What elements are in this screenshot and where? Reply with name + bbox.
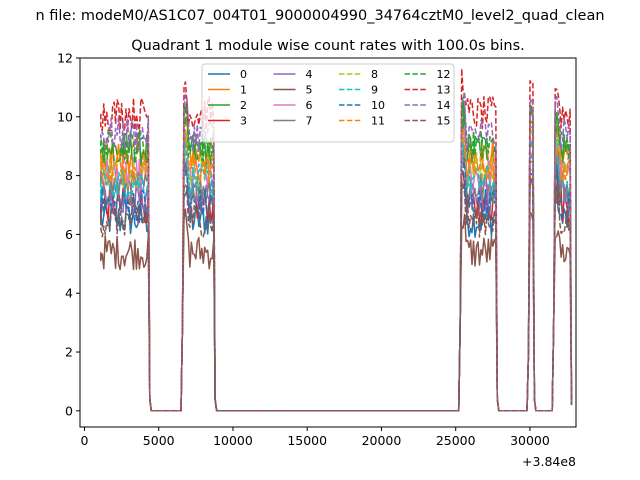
legend-label-1: 1 xyxy=(240,84,247,97)
legend-label-14: 14 xyxy=(437,99,451,112)
plot-frame xyxy=(79,57,577,428)
legend-label-9: 9 xyxy=(371,84,378,97)
legend-label-11: 11 xyxy=(371,115,385,128)
y-tick-label: 2 xyxy=(65,345,73,360)
legend-label-13: 13 xyxy=(437,84,451,97)
legend-label-6: 6 xyxy=(306,99,313,112)
series-layer xyxy=(100,68,573,412)
y-tick-label: 6 xyxy=(65,227,73,242)
y-tick-label: 4 xyxy=(65,286,73,301)
legend-label-2: 2 xyxy=(240,99,247,112)
series-line-10 xyxy=(100,157,573,412)
legend-box xyxy=(201,63,455,143)
chart-title: Quadrant 1 module wise count rates with … xyxy=(131,38,525,54)
x-tick-label: 15000 xyxy=(287,433,327,448)
x-tick-label: 20000 xyxy=(362,433,402,448)
x-offset-label: +3.84e8 xyxy=(522,454,576,469)
legend-label-12: 12 xyxy=(437,68,451,81)
series-line-13 xyxy=(100,68,573,412)
y-tick-label: 8 xyxy=(65,168,73,183)
legend-label-15: 15 xyxy=(437,115,451,128)
chart-suptitle: n file: modeM0/AS1C07_004T01_9000004990_… xyxy=(35,8,604,24)
legend-label-0: 0 xyxy=(240,68,247,81)
x-tick-label: 25000 xyxy=(436,433,476,448)
x-tick-label: 30000 xyxy=(510,433,550,448)
legend-label-8: 8 xyxy=(371,68,378,81)
series-line-14 xyxy=(100,91,573,412)
legend-label-5: 5 xyxy=(306,84,313,97)
y-tick-label: 0 xyxy=(65,403,73,418)
y-tick-label: 12 xyxy=(57,51,73,66)
legend-label-4: 4 xyxy=(306,68,313,81)
y-tick-label: 10 xyxy=(57,109,73,124)
x-tick-label: 10000 xyxy=(213,433,253,448)
legend-label-10: 10 xyxy=(371,99,385,112)
legend-label-3: 3 xyxy=(240,115,247,128)
legend-label-7: 7 xyxy=(306,115,313,128)
x-tick-label: 5000 xyxy=(143,433,175,448)
x-tick-label: 0 xyxy=(80,433,88,448)
series-line-15 xyxy=(100,178,573,412)
